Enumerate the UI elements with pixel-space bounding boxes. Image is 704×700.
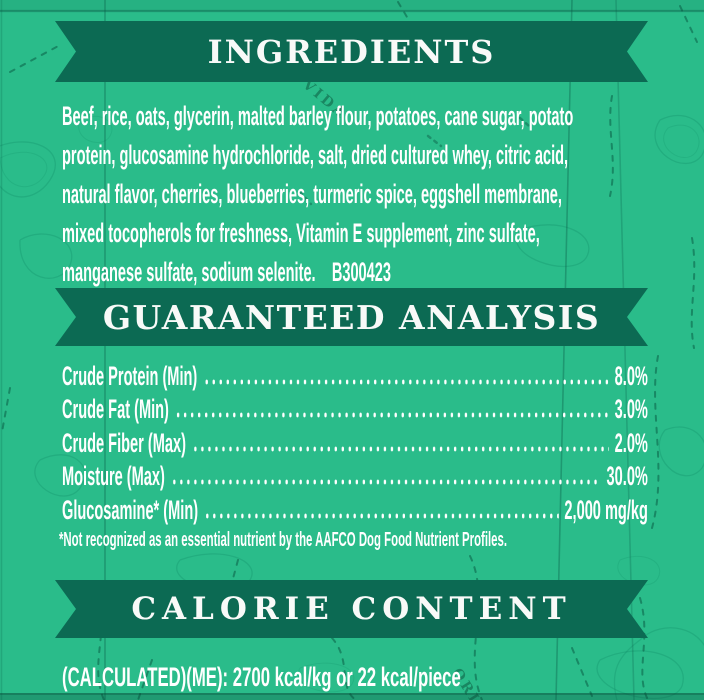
ingredients-text-line: mixed tocopherols for freshness, Vitamin… [62,218,540,248]
nutrient-value: 8.0% [614,361,648,391]
dotted-leader [176,412,610,418]
ingredients-banner: INGREDIENTS [55,21,648,82]
analysis-row-crude-fiber: Crude Fiber (Max) 2.0% [62,428,648,458]
analysis-row-glucosamine: Glucosamine* (Min) 2,000 mg/kg [62,495,648,525]
guaranteed-analysis-title: GUARANTEED ANALYSIS [102,297,601,337]
nutrient-name: Moisture (Max) [62,461,165,491]
nutrient-name: Crude Fiber (Max) [62,428,186,458]
calorie-content-banner: CALORIE CONTENT [55,580,648,638]
calorie-statement: (CALCULATED)(ME): 2700 kcal/kg or 22 kca… [62,662,461,692]
nutrient-name: Crude Protein (Min) [62,361,198,391]
analysis-row-moisture: Moisture (Max) 30.0% [62,461,648,491]
dotted-leader [172,479,602,485]
dotted-leader [205,513,560,519]
nutrient-value: 30.0% [606,461,648,491]
aafco-footnote: *Not recognized as an essential nutrient… [59,529,508,551]
guaranteed-analysis-banner: GUARANTEED ANALYSIS [55,288,648,346]
nutrient-value: 3.0% [614,394,648,424]
ingredients-text-line: protein, glucosamine hydrochloride, salt… [62,140,569,170]
dotted-leader [193,446,610,452]
dotted-leader [204,379,610,385]
nutrient-value: 2.0% [614,428,648,458]
ingredients-text-line-with-batch-code: manganese sulfate, sodium selenite. B300… [62,257,392,287]
package-bottom-crease [0,693,704,700]
package-top-crease [0,0,704,11]
nutrient-value: 2,000 mg/kg [564,495,648,525]
analysis-row-crude-protein: Crude Protein (Min) 8.0% [62,361,648,391]
ingredients-title: INGREDIENTS [207,32,496,71]
calorie-content-title: CALORIE CONTENT [131,591,572,627]
ingredients-text-line: Beef, rice, oats, glycerin, malted barle… [62,101,574,131]
nutrient-name: Crude Fat (Min) [62,394,169,424]
analysis-row-crude-fat: Crude Fat (Min) 3.0% [62,394,648,424]
nutrient-name: Glucosamine* (Min) [62,495,199,525]
ingredients-text-line: natural flavor, cherries, blueberries, t… [62,179,562,209]
